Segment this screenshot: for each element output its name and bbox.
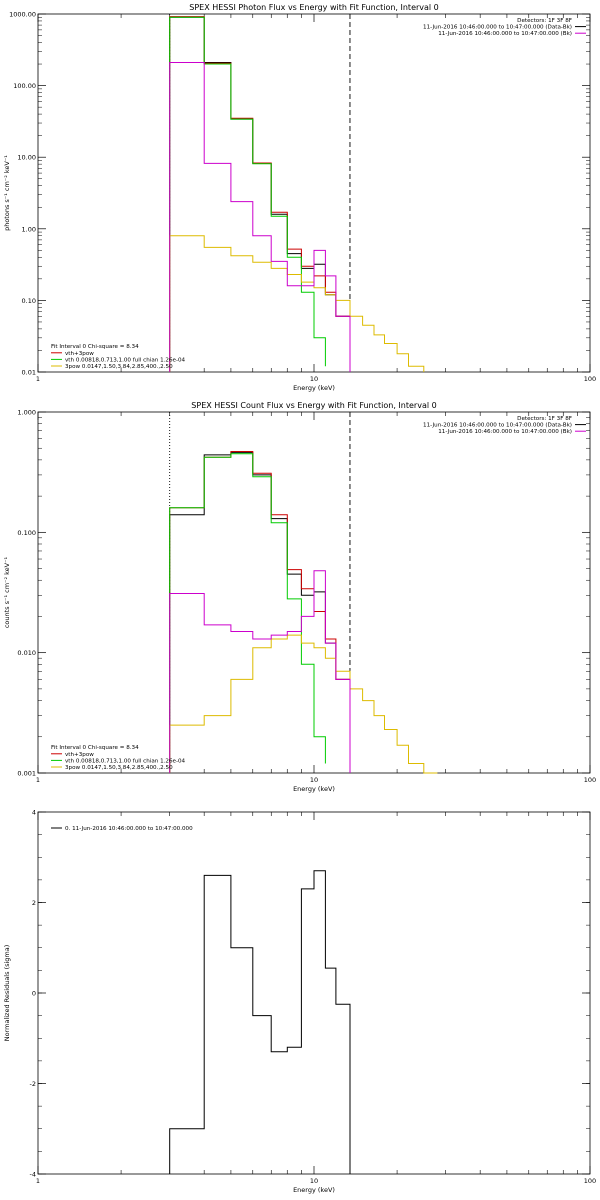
legend-right-text: Detectors: 1F 3F 8F [517,18,572,24]
x-tick-label: 10 [310,375,318,383]
y-tick-label: -4 [30,1171,36,1179]
y-tick-label: 0.010 [17,649,36,657]
y-axis-label: Normalized Residuals (sigma) [3,945,11,1042]
legend-right-text: 11-Jun-2016 10:46:00.000 to 10:47:00.000… [423,25,572,31]
legend-right-text: 11-Jun-2016 10:46:00.000 to 10:47:00.000… [423,423,572,429]
y-tick-label: -2 [30,1080,36,1088]
x-tick-label: 100 [584,375,596,383]
y-axis-label: photons s⁻¹ cm⁻² keV⁻¹ [3,155,11,231]
series-line-0 [169,870,351,1174]
x-tick-label: 10 [310,776,318,784]
plot-frame [37,811,591,1175]
legend-right-text: 11-Jun-2016 10:46:00.000 to 10:47:00.000… [438,31,572,37]
y-tick-label: 0.10 [22,297,36,305]
y-tick-label: 1000.00 [9,11,36,19]
legend-left-text: 3pow 0.0147,1.50,3.84,2.85,400.,2.50 [65,364,173,370]
x-axis-label: Energy (keV) [293,1186,335,1194]
y-tick-label: 0 [32,990,36,998]
series-line-1 [169,16,351,372]
series-line-3 [169,634,438,774]
x-tick-label: 1 [36,375,40,383]
legend-left-text: 0. 11-Jun-2016 10:46:00.000 to 10:47:00.… [65,826,193,832]
series-line-3 [169,235,425,372]
series-line-4 [169,570,351,773]
y-tick-label: 0.001 [17,770,36,778]
legend-left-text: vth 0.00818,0.713,1.00 full chian 1.26e-… [65,357,186,363]
y-tick-label: 4 [32,809,36,817]
legend-right-text: 11-Jun-2016 10:46:00.000 to 10:47:00.000… [438,429,572,435]
chart-title: SPEX HESSI Photon Flux vs Energy with Fi… [189,3,439,12]
y-tick-label: 100.00 [13,82,36,90]
legend-left-text: vth+3pow [65,752,94,758]
x-tick-label: 100 [584,776,596,784]
series-line-0 [169,16,351,372]
x-tick-label: 1 [36,776,40,784]
chart-panel-2: 1 10 100 -4 -2 0 2 4 Energy (keV) Normalized Resi… [3,809,596,1195]
y-tick-label: 2 [32,899,36,907]
y-tick-label: 0.100 [17,529,36,537]
series-line-2 [169,16,326,372]
chart-title: SPEX HESSI Count Flux vs Energy with Fit… [191,401,436,410]
legend-left-text: 3pow 0.0147,1.50,3.84,2.85,400.,2.50 [65,765,173,771]
x-tick-label: 1 [36,1177,40,1185]
x-axis-label: Energy (keV) [293,384,335,392]
y-axis-label: counts s⁻¹ cm⁻² keV⁻¹ [3,556,11,628]
x-tick-label: 100 [584,1177,596,1185]
chart-panel-1: SPEX HESSI Count Flux vs Energy with Fit… [3,401,596,793]
y-tick-label: 0.01 [22,369,36,377]
legend-left-text: Fit Interval 0 Chi-square = 8.34 [51,344,139,350]
x-tick-label: 10 [310,1177,318,1185]
y-tick-label: 1.000 [17,409,36,417]
chart-panel-0: SPEX HESSI Photon Flux vs Energy with Fi… [3,3,596,392]
y-tick-label: 10.00 [17,154,36,162]
legend-left-text: Fit Interval 0 Chi-square = 8.34 [51,745,139,751]
legend-left-text: vth+3pow [65,351,94,357]
series-line-2 [169,453,326,773]
series-line-4 [169,62,351,372]
y-tick-label: 1.00 [22,225,36,233]
legend-right-text: Detectors: 1F 3F 8F [517,416,572,422]
x-axis-label: Energy (keV) [293,785,335,793]
legend-left-text: vth 0.00818,0.713,1.00 full chian 1.26e-… [65,758,186,764]
